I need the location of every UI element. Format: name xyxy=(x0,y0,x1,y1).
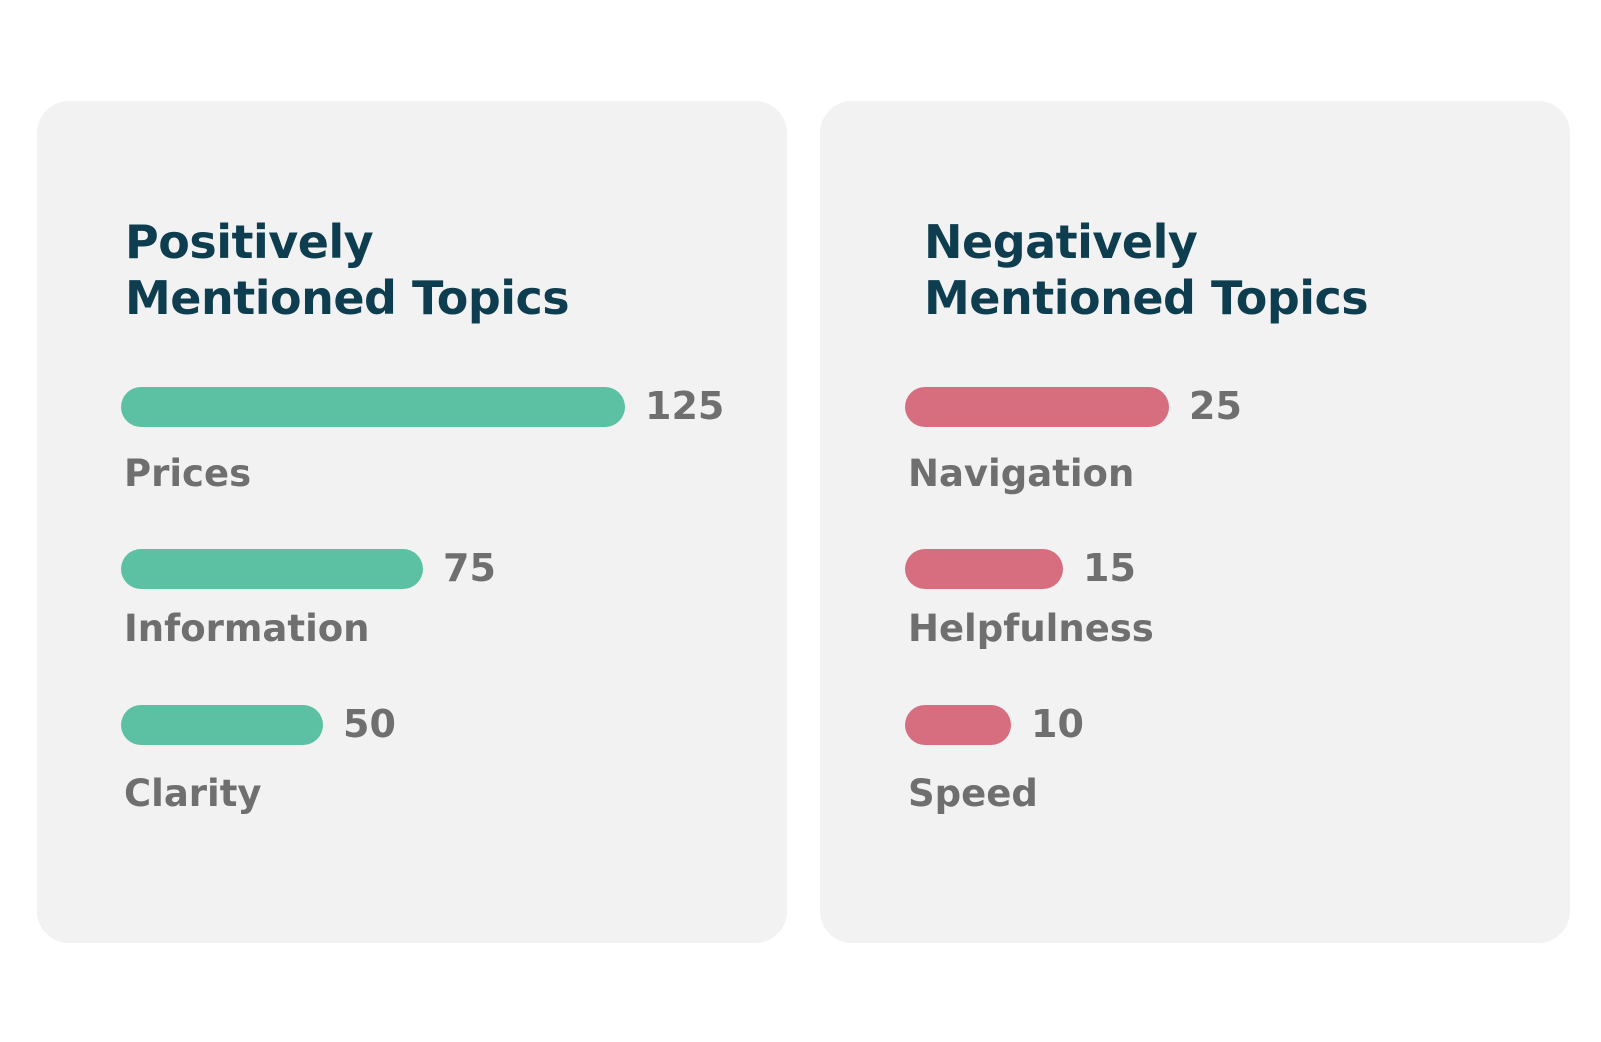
negative-topics-title: Negatively Mentioned Topics xyxy=(924,214,1524,326)
positive-topic-label: Information xyxy=(124,607,370,650)
negative-topic-value: 15 xyxy=(1083,546,1136,590)
positive-topics-title-line: Positively xyxy=(125,215,374,269)
negative-topic-label: Navigation xyxy=(908,452,1135,495)
positive-topic-bar xyxy=(121,705,323,745)
negative-topic-bar xyxy=(905,387,1169,427)
positive-topics-card: Positively Mentioned Topics 125 Prices 7… xyxy=(37,101,787,943)
positive-topic-row: 75 Information xyxy=(37,546,787,699)
positive-topics-title: Positively Mentioned Topics xyxy=(125,214,725,326)
positive-topics-title-line: Mentioned Topics xyxy=(125,271,570,325)
positive-topic-label: Prices xyxy=(124,452,252,495)
positive-topic-bar xyxy=(121,549,423,589)
negative-topic-bar xyxy=(905,705,1011,745)
negative-topic-bar xyxy=(905,549,1063,589)
positive-topic-value: 50 xyxy=(343,702,396,746)
positive-topic-label: Clarity xyxy=(124,772,262,815)
positive-topic-row: 50 Clarity xyxy=(37,702,787,855)
positive-topic-bar xyxy=(121,387,625,427)
negative-topics-card: Negatively Mentioned Topics 25 Navigatio… xyxy=(820,101,1570,943)
negative-topic-value: 10 xyxy=(1031,702,1084,746)
negative-topic-row: 10 Speed xyxy=(820,702,1570,855)
negative-topic-row: 25 Navigation xyxy=(820,384,1570,537)
negative-topic-row: 15 Helpfulness xyxy=(820,546,1570,699)
positive-topic-value: 75 xyxy=(443,546,496,590)
negative-topics-title-line: Mentioned Topics xyxy=(924,271,1369,325)
negative-topics-title-line: Negatively xyxy=(924,215,1198,269)
negative-topic-value: 25 xyxy=(1189,384,1242,428)
positive-topic-row: 125 Prices xyxy=(37,384,787,537)
negative-topic-label: Speed xyxy=(908,772,1038,815)
positive-topic-value: 125 xyxy=(645,384,725,428)
negative-topic-label: Helpfulness xyxy=(908,607,1154,650)
